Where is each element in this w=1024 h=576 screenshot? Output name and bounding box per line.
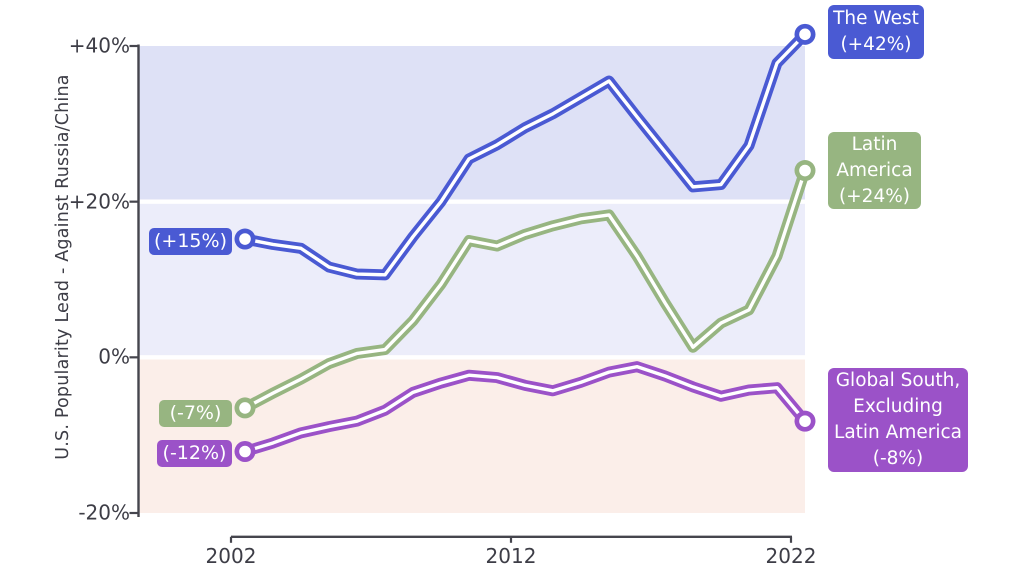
series-start-label-global-south: (-12%)	[157, 440, 232, 467]
series-end-label-global-south: Global South, Excluding Latin America (-…	[828, 368, 968, 472]
x-tick-label-2012: 2012	[485, 544, 537, 568]
x-tick-label-2002: 2002	[205, 544, 257, 568]
series-end-label-the-west: The West (+42%)	[828, 5, 924, 59]
band-1	[138, 203, 805, 356]
y-tick-label-plus40: +40%	[68, 33, 130, 58]
x-tick-label-2022: 2022	[765, 544, 817, 568]
band-0	[138, 46, 805, 200]
series-line-core-latin-america	[243, 168, 807, 410]
series-start-label-the-west: (+15%)	[149, 228, 232, 255]
start-marker-global-south-excluding-latin-america-center	[239, 445, 251, 458]
start-marker-the-west-center	[239, 233, 251, 245]
series-start-label-latin-america: (-7%)	[159, 400, 232, 427]
y-tick-label-minus20: -20%	[78, 500, 130, 525]
end-marker-latin-america-center	[799, 164, 811, 177]
band-2	[138, 359, 805, 513]
end-marker-global-south-excluding-latin-america-center	[799, 415, 811, 427]
series-line-core-global-south-excluding-latin-america	[243, 364, 807, 454]
y-tick-label-zero: 0%	[98, 344, 130, 369]
start-marker-latin-america-center	[239, 402, 251, 414]
y-axis-title: U.S. Popularity Lead - Against Russia/Ch…	[53, 74, 73, 460]
series-end-label-latin-america: Latin America (+24%)	[828, 132, 921, 209]
end-marker-the-west-center	[799, 28, 811, 41]
y-tick-label-plus20: +20%	[68, 189, 130, 214]
series-line-core-the-west	[243, 32, 807, 277]
